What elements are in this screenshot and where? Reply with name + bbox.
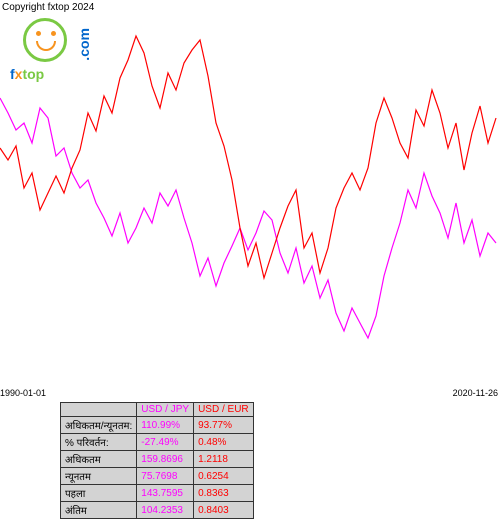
stat-label: पहला xyxy=(61,485,137,502)
table-row: USD / JPYUSD / EUR xyxy=(61,403,254,417)
stat-label: न्यूनतम xyxy=(61,468,137,485)
chart-svg xyxy=(0,18,500,388)
stat-value-col1: 143.7595 xyxy=(137,485,194,502)
chart-line xyxy=(0,98,496,338)
stat-value-col1: 75.7698 xyxy=(137,468,194,485)
stat-value-col2: 0.8403 xyxy=(194,502,254,519)
stats-table: USD / JPYUSD / EURअधिकतम/न्यूनतम:110.99%… xyxy=(60,402,254,519)
stat-value-col2: 1.2118 xyxy=(194,451,254,468)
stat-value-col2: 93.77% xyxy=(194,417,254,434)
table-row: अंतिम104.23530.8403 xyxy=(61,502,254,519)
stat-value-col1: USD / JPY xyxy=(137,403,194,417)
table-row: पहला143.75950.8363 xyxy=(61,485,254,502)
stat-value-col1: 159.8696 xyxy=(137,451,194,468)
stat-value-col1: 110.99% xyxy=(137,417,194,434)
forex-chart xyxy=(0,18,500,388)
stat-label: अंतिम xyxy=(61,502,137,519)
date-start-label: 1990-01-01 xyxy=(0,388,46,398)
stat-value-col2: USD / EUR xyxy=(194,403,254,417)
chart-line xyxy=(0,36,496,278)
stat-label xyxy=(61,403,137,417)
table-row: न्यूनतम75.76980.6254 xyxy=(61,468,254,485)
stat-value-col2: 0.8363 xyxy=(194,485,254,502)
table-row: अधिकतम/न्यूनतम:110.99%93.77% xyxy=(61,417,254,434)
stat-value-col1: -27.49% xyxy=(137,434,194,451)
stat-label: % परिवर्तन: xyxy=(61,434,137,451)
stat-value-col1: 104.2353 xyxy=(137,502,194,519)
stat-value-col2: 0.48% xyxy=(194,434,254,451)
copyright-text: Copyright fxtop 2024 xyxy=(2,2,94,13)
date-end-label: 2020-11-26 xyxy=(453,388,498,398)
table-row: अधिकतम159.86961.2118 xyxy=(61,451,254,468)
stat-label: अधिकतम/न्यूनतम: xyxy=(61,417,137,434)
stat-label: अधिकतम xyxy=(61,451,137,468)
table-row: % परिवर्तन:-27.49%0.48% xyxy=(61,434,254,451)
stat-value-col2: 0.6254 xyxy=(194,468,254,485)
